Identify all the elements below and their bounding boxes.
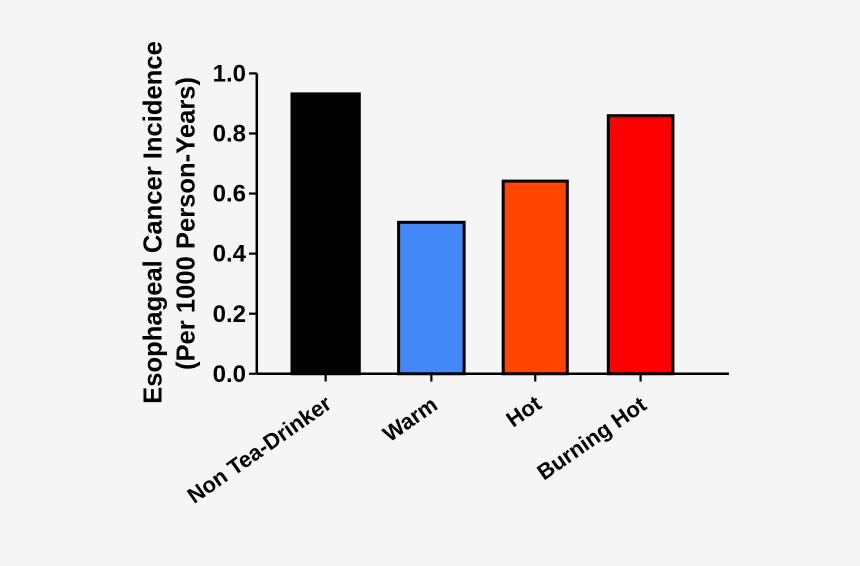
svg-text:Esophageal Cancer Incidence: Esophageal Cancer Incidence [140, 41, 168, 404]
svg-text:1.0: 1.0 [213, 61, 246, 88]
svg-text:0.2: 0.2 [213, 301, 246, 328]
svg-text:0.0: 0.0 [213, 361, 246, 388]
svg-text:0.8: 0.8 [213, 121, 246, 148]
svg-text:0.4: 0.4 [213, 241, 247, 268]
svg-text:(Per 1000 Person-Years): (Per 1000 Person-Years) [173, 77, 201, 370]
svg-text:0.6: 0.6 [213, 181, 246, 208]
